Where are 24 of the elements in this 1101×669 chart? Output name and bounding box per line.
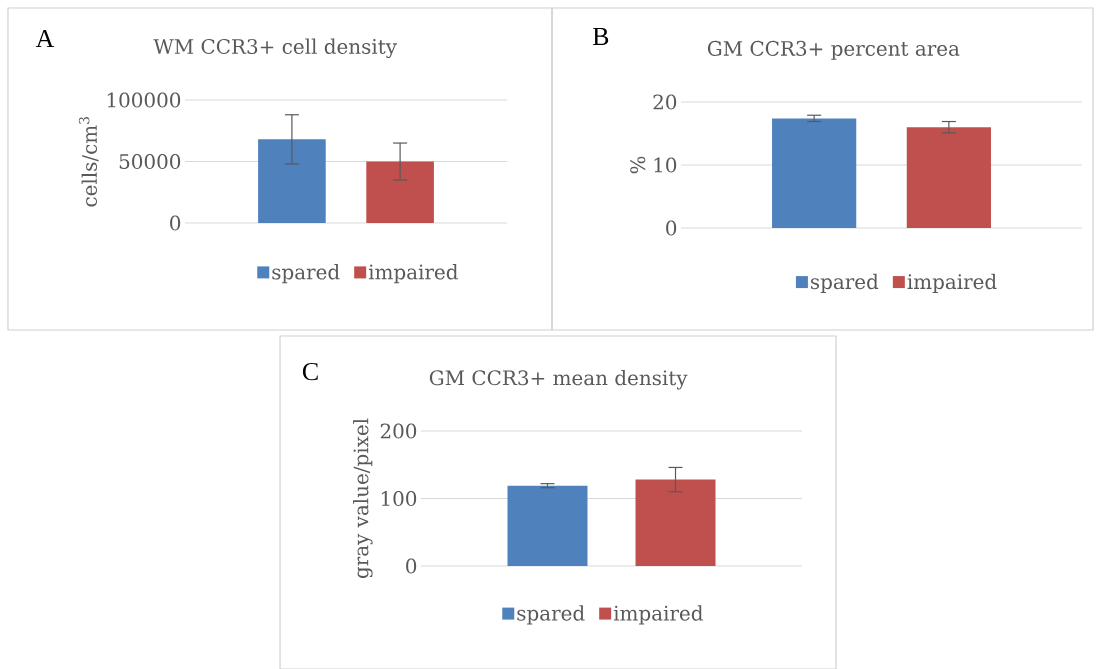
y-tick-label: 20	[653, 94, 677, 110]
y-axis-title: cells/cm$^{3}$	[78, 116, 99, 207]
y-axis-title: gray value/pixel	[353, 418, 373, 579]
y-tick-label: 10	[654, 157, 677, 173]
legend-label: spared	[517, 605, 585, 625]
y-tick-label: 100000	[107, 92, 181, 108]
y-tick-label: 0	[666, 220, 677, 236]
y-axis-title: %	[630, 156, 646, 174]
legend-label: spared	[272, 264, 340, 284]
legend-label: impaired	[368, 264, 458, 284]
y-tick-label: 0	[406, 558, 417, 574]
y-tick-label: 50000	[119, 153, 181, 170]
legend-label: impaired	[907, 273, 997, 294]
text: A	[35, 29, 55, 48]
legend-label: impaired	[613, 605, 703, 625]
text: B	[592, 27, 609, 45]
legend-label: spared	[811, 273, 879, 294]
chart-title: WM CCR3+ cell density	[153, 38, 397, 59]
y-tick-label: 100	[381, 490, 417, 507]
y-tick-label: 200	[380, 423, 417, 439]
text: C	[302, 362, 318, 381]
chart-title: GM CCR3+ mean density	[429, 369, 688, 390]
chart-title: GM CCR3+ percent area	[707, 40, 960, 60]
y-tick-label: 0	[170, 215, 181, 231]
